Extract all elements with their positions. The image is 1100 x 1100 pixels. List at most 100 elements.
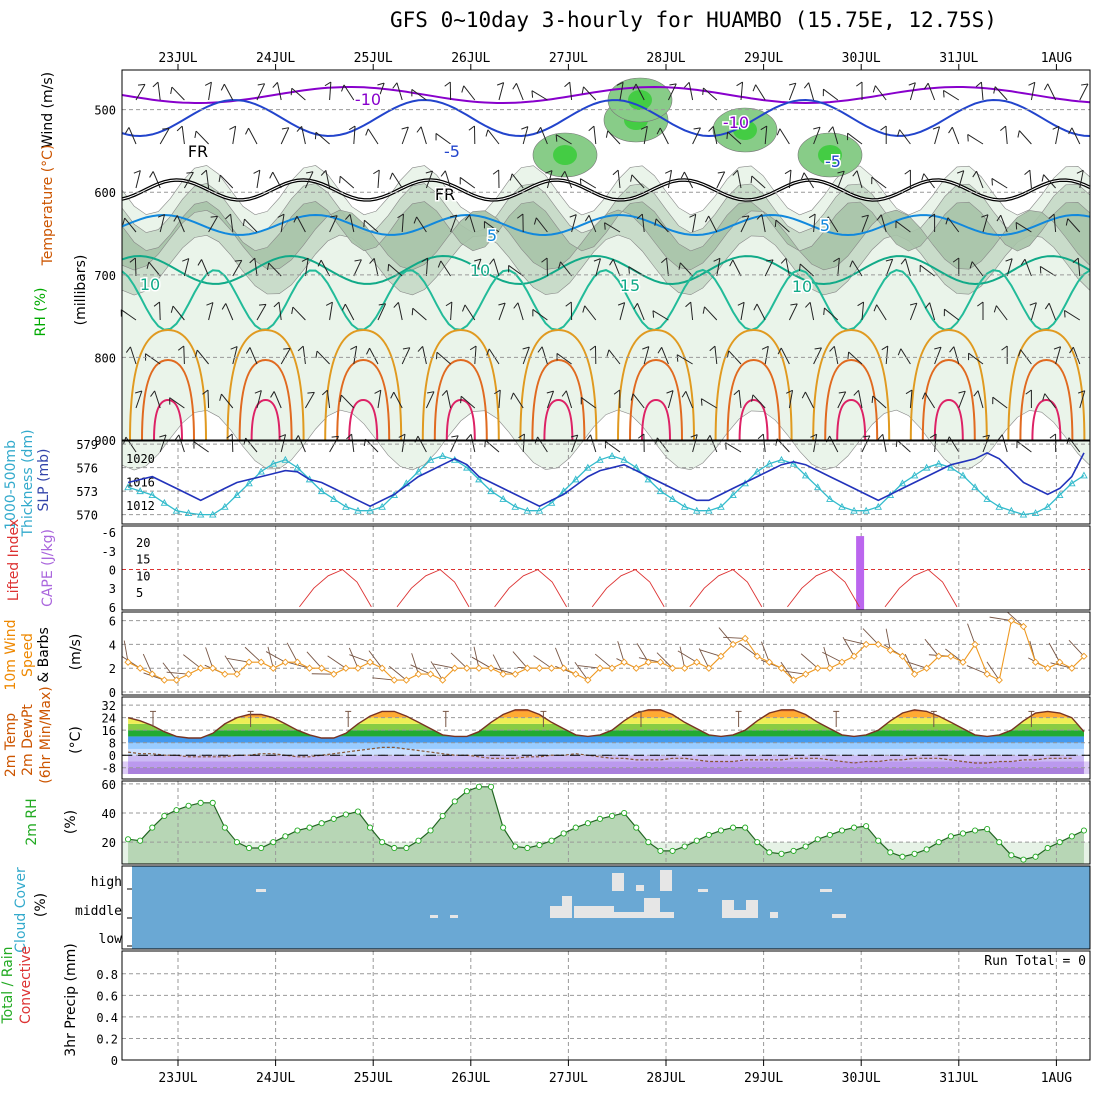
wind-barb-flag [254, 390, 262, 394]
rh-marker [173, 807, 180, 814]
wind-barb [377, 303, 387, 321]
thickness-marker [233, 491, 241, 498]
wind-barb-flag [1025, 389, 1032, 395]
rh-marker [790, 847, 797, 854]
wind-barb [208, 216, 219, 233]
wind-speed-marker [1031, 658, 1040, 666]
wind-speed-marker [547, 664, 556, 672]
wind-barb [171, 86, 185, 101]
wind-barb-flag [221, 303, 227, 310]
wind-barb [727, 131, 742, 145]
wind-barb-flag [301, 257, 309, 262]
thickness-marker [487, 487, 495, 495]
warm-tongue-contour [629, 358, 683, 441]
wind-barb [929, 302, 936, 321]
surface-wind-barb [578, 665, 601, 669]
wind-barb-flag [973, 390, 979, 397]
lifted-index-tick-label: 0 [109, 564, 116, 578]
wind-barb [280, 127, 290, 145]
thickness-marker [656, 487, 665, 495]
rh-marker [669, 847, 676, 854]
side-axis-label: Speed [20, 633, 36, 677]
wind-barb [712, 126, 718, 145]
wind-barb-flag [474, 258, 482, 262]
wind-barb-flag [266, 262, 270, 271]
wind-speed-marker [910, 670, 919, 678]
lifted-index-tick-label: 3 [109, 582, 116, 596]
wind-barb [1018, 130, 1032, 145]
wind-barb [740, 302, 745, 321]
wind-barb-flag [210, 215, 218, 218]
wind-barb-flag [325, 301, 333, 306]
wind-barb [205, 170, 210, 189]
wind-speed-marker [499, 670, 507, 678]
rh-marker [1068, 833, 1075, 840]
thickness-marker [1007, 506, 1016, 514]
wind-barb-flag [847, 351, 850, 359]
wind-barb [128, 127, 137, 145]
surface-wind-barb [1048, 642, 1061, 663]
wind-speed-marker [426, 670, 435, 678]
wind-speed-marker [584, 676, 592, 684]
rh-marker [524, 844, 531, 852]
warm-tongue-contour [714, 328, 793, 441]
wind-speed-marker [378, 664, 386, 672]
top-date-label: 23JUL [158, 51, 197, 66]
surface-wind-barb [433, 663, 455, 669]
side-axis-label: Cloud Cover [13, 867, 29, 953]
rh-marker [754, 839, 761, 846]
wind-barb-flag [630, 393, 634, 401]
rh-marker [1056, 839, 1063, 846]
surface-wind-barb [224, 655, 238, 675]
wind-speed-marker [935, 652, 943, 660]
cloud-patch [636, 885, 644, 891]
wind-barb [157, 82, 161, 101]
wind-barb-flag [684, 81, 690, 88]
wind-barb-flag [1028, 81, 1036, 86]
wind-barb [278, 302, 282, 321]
wind-barb [612, 259, 621, 277]
wind-barb [976, 171, 984, 189]
thickness-marker [245, 479, 253, 487]
wind-barb [195, 130, 209, 145]
surface-wind-barb [885, 628, 891, 651]
wind-barb [463, 85, 476, 101]
wind-barb [1030, 302, 1037, 321]
wind-barb-flag [296, 126, 303, 132]
thickness-marker [124, 483, 132, 491]
side-axis-label: Temperature (°C) [40, 145, 56, 267]
wind-barb-flag [330, 215, 338, 218]
wind-speed-marker [923, 664, 931, 672]
wind-barb-flag [462, 304, 466, 312]
wind-barb-flag [1041, 174, 1045, 182]
wind-barb-flag [828, 126, 834, 133]
surface-wind-barb [306, 651, 322, 669]
thickness-marker [281, 455, 290, 463]
wind-barb-flag [665, 169, 672, 174]
wind-barb-flag [975, 81, 982, 88]
warm-tongue-contour [543, 398, 574, 441]
wind-barb [129, 346, 137, 365]
wind-barb-flag [182, 258, 189, 262]
surface-wind-barb [739, 642, 758, 657]
wind-barb-flag [606, 349, 610, 357]
wind-barb-flag [200, 169, 207, 176]
wind-barb-flag [219, 393, 222, 401]
wind-barb [148, 261, 161, 277]
wind-barb-flag [186, 171, 194, 174]
wind-barb-flag [702, 87, 704, 95]
rh-marker [197, 799, 204, 806]
rh-marker [717, 827, 725, 834]
wind-barb-flag [278, 434, 286, 438]
contour-label: FR [188, 142, 208, 161]
thickness-marker [571, 475, 580, 483]
wind-10m-panel: 6 4 2 0 [109, 611, 1090, 700]
wind-barb-flag [1001, 345, 1008, 351]
wind-barb [440, 260, 452, 277]
surface-wind-barb [905, 660, 927, 669]
surface-wind-barb [986, 661, 1000, 681]
wind-barb [924, 392, 936, 409]
thickness-marker [463, 463, 471, 471]
wind-barb [145, 353, 161, 365]
